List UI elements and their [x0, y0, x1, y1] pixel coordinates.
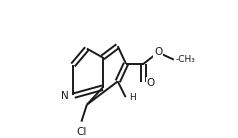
Text: H: H: [129, 93, 136, 102]
Text: Cl: Cl: [76, 127, 86, 137]
Text: O: O: [147, 78, 155, 88]
Text: O: O: [154, 47, 162, 57]
Text: N: N: [61, 91, 69, 101]
Text: -CH₃: -CH₃: [176, 55, 196, 64]
